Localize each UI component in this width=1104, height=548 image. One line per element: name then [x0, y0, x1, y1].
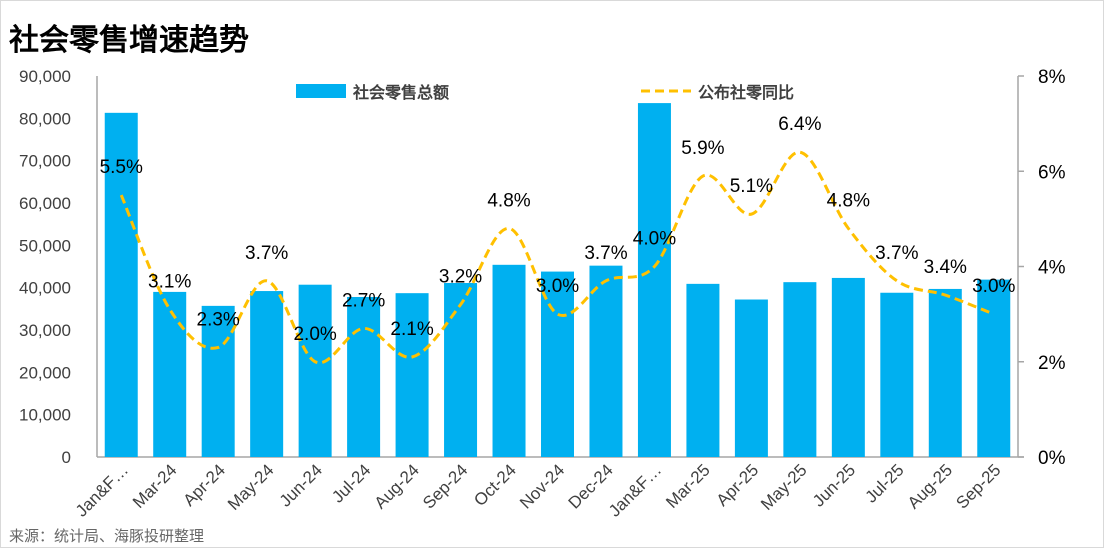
x-tick-label: Jun-25 — [809, 460, 859, 510]
bar — [104, 112, 138, 457]
y-right-tick-label: 8% — [1038, 67, 1066, 88]
bar — [444, 283, 478, 457]
x-tick-label: Apr-25 — [713, 460, 763, 510]
data-label: 3.4% — [924, 257, 967, 278]
bar — [880, 292, 914, 457]
y-right-tick-label: 2% — [1038, 353, 1066, 374]
y-left-tick-label: 90,000 — [19, 67, 71, 86]
data-label: 2.3% — [197, 309, 240, 330]
bar — [201, 305, 235, 457]
bar — [928, 288, 962, 457]
data-label: 5.9% — [681, 138, 724, 159]
y-right-tick-label: 4% — [1038, 258, 1066, 279]
bar — [686, 283, 720, 457]
bar — [783, 282, 817, 457]
y-left-tick-label: 80,000 — [19, 109, 71, 128]
data-label: 5.5% — [100, 157, 143, 178]
x-tick-label: Jan&F… — [605, 460, 665, 520]
data-label: 5.1% — [730, 176, 773, 197]
bar — [589, 265, 623, 457]
x-tick-label: Apr-24 — [179, 460, 229, 510]
data-label: 4.0% — [633, 229, 676, 250]
x-tick-label: Sep-25 — [952, 460, 1004, 512]
bar — [541, 271, 574, 457]
data-label: 3.2% — [439, 267, 482, 288]
x-tick-label: Mar-24 — [129, 460, 181, 512]
y-left-tick-label: 30,000 — [19, 321, 71, 340]
chart-title: 社会零售增速趋势 — [9, 23, 249, 58]
legend-bar-label: 社会零售总额 — [352, 83, 449, 102]
data-label: 6.4% — [778, 114, 821, 135]
x-tick-label: Aug-25 — [904, 460, 956, 512]
data-label: 3.7% — [875, 243, 918, 264]
x-tick-label: Oct-24 — [470, 460, 520, 510]
bar — [347, 296, 381, 457]
y-left-tick-label: 10,000 — [19, 406, 71, 425]
data-label: 3.0% — [536, 276, 579, 297]
y-left-tick-label: 70,000 — [19, 152, 71, 171]
x-tick-label: Jul-25 — [861, 460, 907, 506]
bar — [637, 103, 671, 458]
bar — [977, 279, 1011, 457]
data-label: 3.0% — [972, 276, 1015, 297]
x-tick-label: Jun-24 — [276, 460, 326, 510]
x-tick-label: May-24 — [224, 460, 278, 514]
bar — [153, 291, 187, 457]
y-right-tick-label: 6% — [1038, 162, 1066, 183]
x-tick-label: May-25 — [757, 460, 811, 514]
data-label: 2.7% — [342, 290, 385, 311]
x-tick-label: Mar-25 — [662, 460, 714, 512]
x-tick-label: Jul-24 — [328, 460, 374, 506]
bar — [734, 299, 768, 457]
x-tick-label: Jan&F… — [72, 460, 132, 520]
y-left-tick-label: 20,000 — [19, 363, 71, 382]
yoy-line — [119, 150, 995, 365]
data-label: 4.8% — [487, 190, 530, 211]
bar — [250, 291, 284, 457]
data-label: 3.1% — [148, 271, 191, 292]
data-label: 4.8% — [827, 190, 870, 211]
bar — [395, 293, 429, 457]
data-label: 3.7% — [245, 243, 288, 264]
legend-line-label: 公布社零同比 — [698, 83, 794, 102]
bar — [492, 264, 526, 457]
x-tick-label: Nov-24 — [516, 460, 568, 512]
y-left-tick-label: 50,000 — [19, 236, 71, 255]
data-label: 2.1% — [390, 319, 433, 340]
y-right-tick-label: 0% — [1038, 448, 1066, 469]
x-tick-label: Aug-24 — [371, 460, 423, 512]
y-left-tick-label: 40,000 — [19, 279, 71, 298]
y-left-tick-label: 60,000 — [19, 194, 71, 213]
x-tick-label: Sep-24 — [419, 460, 471, 512]
data-label: 3.7% — [584, 243, 627, 264]
legend-bar-swatch — [296, 84, 346, 98]
bar — [298, 284, 332, 457]
bar — [831, 277, 865, 457]
chart-source: 来源：统计局、海豚投研整理 — [9, 527, 205, 545]
y-left-tick-label: 0 — [62, 448, 71, 467]
data-label: 2.0% — [293, 324, 336, 345]
